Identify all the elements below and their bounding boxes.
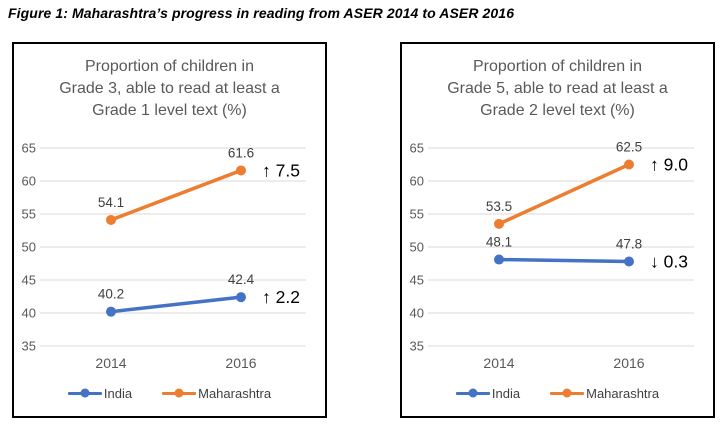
india-line-marker-icon	[455, 388, 490, 398]
svg-text:65: 65	[410, 141, 424, 156]
svg-text:47.8: 47.8	[616, 237, 642, 252]
svg-text:2014: 2014	[95, 355, 126, 371]
legend-label-india: India	[491, 385, 521, 401]
chart-title-line: Proportion of children in	[85, 58, 254, 75]
svg-text:40: 40	[410, 306, 424, 321]
svg-text:65: 65	[22, 141, 36, 156]
legend-item-maharashtra: Maharashtra	[162, 386, 271, 401]
svg-text:55: 55	[22, 207, 36, 222]
svg-text:61.6: 61.6	[228, 145, 254, 160]
svg-text:↑ 2.2: ↑ 2.2	[262, 287, 300, 307]
svg-text:62.5: 62.5	[616, 140, 642, 155]
svg-text:40: 40	[22, 306, 36, 321]
svg-text:↑ 7.5: ↑ 7.5	[262, 160, 300, 180]
svg-text:54.1: 54.1	[98, 195, 124, 210]
svg-text:35: 35	[22, 339, 36, 354]
svg-text:60: 60	[410, 174, 424, 189]
chart-grade3-box: Proportion of children in Grade 3, able …	[12, 42, 327, 418]
svg-text:2016: 2016	[225, 355, 256, 371]
maharashtra-line-marker-icon	[162, 388, 197, 398]
chart-grade5-legend: India Maharashtra	[402, 384, 713, 402]
legend-item-india: India	[67, 385, 133, 401]
svg-text:55: 55	[410, 207, 424, 222]
svg-text:60: 60	[22, 174, 36, 189]
maharashtra-line-marker-icon	[550, 388, 585, 398]
chart-grade3-legend: India Maharashtra	[14, 384, 325, 402]
chart-grade3-title: Proportion of children in Grade 3, able …	[14, 56, 325, 122]
india-line-marker-icon	[67, 388, 102, 398]
chart-grade5-plot: 35 40 45 50 55 60 65 2014 2016 48.1 47.8 ↓ 0.3 53.5 6…	[410, 140, 694, 371]
chart-title-line: Grade 5, able to read at least a	[447, 80, 668, 97]
svg-text:35: 35	[410, 339, 424, 354]
svg-text:2014: 2014	[483, 355, 514, 371]
chart-title-line: Grade 3, able to read at least a	[59, 80, 280, 97]
svg-text:45: 45	[410, 273, 424, 288]
svg-text:48.1: 48.1	[486, 235, 512, 250]
legend-label-maharashtra: Maharashtra	[586, 385, 660, 401]
chart-grade5-title: Proportion of children in Grade 5, able …	[402, 56, 713, 122]
svg-text:50: 50	[410, 240, 424, 255]
svg-text:42.4: 42.4	[228, 272, 255, 287]
chart-title-line: Proportion of children in	[473, 58, 642, 75]
chart-grade5-box: Proportion of children in Grade 5, able …	[400, 42, 715, 418]
legend-label-india: India	[103, 385, 133, 401]
svg-text:53.5: 53.5	[486, 199, 512, 214]
svg-text:50: 50	[22, 240, 36, 255]
svg-text:45: 45	[22, 273, 36, 288]
chart-title-line: Grade 1 level text (%)	[92, 102, 247, 119]
svg-text:↑ 9.0: ↑ 9.0	[650, 155, 688, 175]
chart-grade3-plot: 35 40 45 50 55 60 65 2014 2016 40.2 42.4 ↑ 2.2 54.1 6…	[22, 141, 306, 371]
svg-text:2016: 2016	[613, 355, 644, 371]
chart-title-line: Grade 2 level text (%)	[480, 102, 635, 119]
figure-title: Figure 1: Maharashtra’s progress in read…	[8, 5, 515, 21]
legend-item-india: India	[455, 385, 521, 401]
svg-text:↓ 0.3: ↓ 0.3	[650, 252, 688, 272]
svg-text:40.2: 40.2	[98, 287, 124, 302]
legend-item-maharashtra: Maharashtra	[550, 386, 659, 401]
legend-label-maharashtra: Maharashtra	[198, 385, 272, 401]
